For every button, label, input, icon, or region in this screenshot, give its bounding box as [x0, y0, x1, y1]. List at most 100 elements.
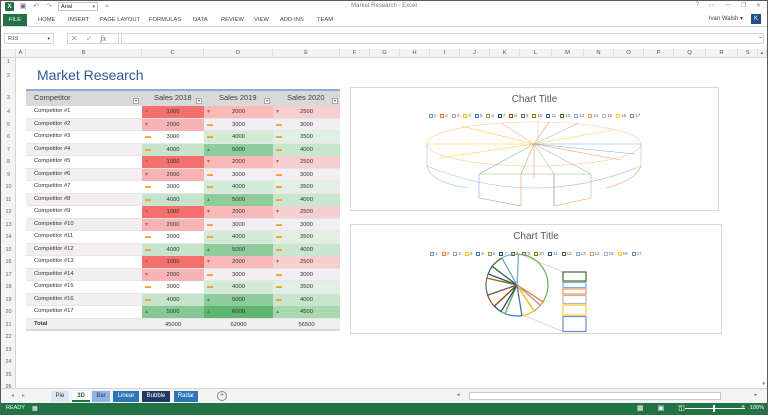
total-value[interactable]: 45000	[164, 321, 182, 328]
competitor-name[interactable]: Competitor #9	[34, 208, 71, 214]
sales-cell[interactable]: ▾ 2000	[204, 106, 273, 118]
filter-dropdown-icon[interactable]: ▾	[196, 98, 202, 104]
row-header[interactable]: 2	[6, 73, 11, 79]
legend-entry[interactable]: 12	[561, 251, 572, 256]
total-value[interactable]: 56500	[298, 321, 315, 328]
chart-title[interactable]: Chart Title	[513, 231, 559, 242]
legend-entry[interactable]: 11	[547, 251, 558, 256]
row-header[interactable]: 3	[6, 95, 11, 101]
sales-cell[interactable]: ▬ 3500	[273, 231, 340, 243]
normal-view-icon[interactable]: ▦	[637, 405, 644, 412]
row-header[interactable]: 7	[6, 146, 11, 153]
minimize-button[interactable]: —	[724, 2, 731, 8]
legend-entry[interactable]: 16	[617, 251, 628, 256]
filter-dropdown-icon[interactable]: ▾	[133, 98, 139, 104]
legend-entry[interactable]: 12	[560, 113, 570, 118]
sales-cell[interactable]: ▾ 2500	[273, 256, 340, 268]
legend-entry[interactable]: 2	[441, 251, 449, 256]
tab-data[interactable]: DATA	[193, 17, 208, 23]
competitor-name[interactable]: Competitor #15	[34, 283, 74, 289]
sales-cell[interactable]: ▬ 4000	[204, 231, 273, 243]
add-sheet-button[interactable]: +	[217, 391, 227, 401]
tab-review[interactable]: REVIEW	[221, 17, 244, 23]
row-header[interactable]: 21	[5, 321, 12, 328]
competitor-name[interactable]: Competitor #12	[34, 245, 74, 252]
sales-cell[interactable]: ▴ 5000	[142, 306, 204, 318]
row-header[interactable]: 26	[5, 384, 12, 390]
expand-formula-bar-icon[interactable]: ⌄	[757, 34, 763, 40]
pie-slice-other[interactable]	[516, 253, 549, 303]
sales-cell[interactable]: ▴ 5000	[204, 293, 273, 306]
sales-cell[interactable]: ▾ 1000	[142, 256, 204, 268]
sales-cell[interactable]: ▬ 4000	[142, 293, 204, 306]
sales-cell[interactable]: ▬ 3000	[273, 269, 340, 281]
ribbon-display-button[interactable]: ▭	[708, 3, 715, 9]
legend-entry[interactable]: 11	[546, 113, 556, 118]
chart-title[interactable]: Chart Title	[511, 94, 558, 105]
legend-entry[interactable]: 17	[631, 251, 642, 256]
row-header[interactable]: 16	[5, 259, 12, 265]
column-header-b[interactable]: B	[26, 49, 142, 58]
tab-add-ins[interactable]: ADD-INS	[280, 17, 304, 23]
sheet-tab-3d[interactable]: 3D	[72, 391, 90, 402]
sales-cell[interactable]: ▾ 2000	[142, 168, 204, 181]
font-name-box[interactable]: Arial ▾	[58, 2, 98, 11]
user-account[interactable]: Ivan Walsh ▾	[709, 15, 743, 22]
sales-cell[interactable]: ▴ 5000	[204, 143, 273, 156]
sales-cell[interactable]: ▾ 1000	[142, 106, 204, 118]
legend-entry[interactable]: 2	[440, 113, 448, 118]
sales-cell[interactable]: ▬ 3000	[204, 119, 273, 131]
row-header[interactable]: 8	[6, 159, 11, 165]
page-layout-view-icon[interactable]: ▣	[657, 405, 665, 412]
sales-cell[interactable]: ▾ 2500	[273, 106, 340, 118]
scroll-up-icon[interactable]: ▴	[758, 49, 767, 58]
stacked-bar-segment[interactable]	[562, 288, 587, 295]
row-header[interactable]: 23	[5, 346, 12, 353]
sales-cell[interactable]: ▬ 3000	[142, 231, 204, 243]
competitor-name[interactable]: Competitor #2	[34, 120, 71, 127]
row-header[interactable]: 19	[5, 296, 12, 303]
sales-cell[interactable]: ▾ 2000	[142, 268, 204, 281]
scroll-down-icon[interactable]: ▾	[762, 381, 765, 387]
row-header[interactable]: 14	[5, 234, 12, 240]
column-header-k[interactable]: K	[490, 49, 520, 58]
row-header[interactable]: 17	[5, 271, 12, 278]
competitor-name[interactable]: Competitor #5	[34, 158, 71, 164]
column-header-j[interactable]: J	[460, 49, 490, 58]
sales-cell[interactable]: ▬ 4000	[204, 181, 273, 193]
sales-cell[interactable]: ▾ 2000	[204, 206, 273, 218]
competitor-name[interactable]: Competitor #4	[34, 145, 71, 152]
legend-entry[interactable]: 5	[476, 251, 484, 256]
competitor-name[interactable]: Competitor #13	[34, 258, 74, 264]
sales-cell[interactable]: ▬ 4000	[142, 193, 204, 206]
legend-entry[interactable]: 13	[575, 251, 586, 256]
competitor-name[interactable]: Competitor #6	[34, 170, 71, 177]
legend-entry[interactable]: 5	[474, 113, 482, 118]
next-sheet-icon[interactable]: ▸	[22, 393, 26, 399]
tab-insert[interactable]: INSERT	[68, 17, 90, 23]
row-header[interactable]: 4	[6, 109, 11, 115]
select-all-corner[interactable]	[1, 49, 16, 58]
sales-cell[interactable]: ▬ 4000	[273, 293, 340, 306]
tab-home[interactable]: HOME	[38, 17, 56, 23]
stacked-bar-segment[interactable]	[562, 294, 587, 305]
sales-cell[interactable]: ▬ 4000	[142, 243, 204, 256]
column-header-i[interactable]: I	[430, 49, 460, 58]
column-header-g[interactable]: G	[370, 49, 400, 58]
sales-cell[interactable]: ▴ 5000	[204, 193, 273, 206]
legend-entry[interactable]: 9	[520, 113, 528, 118]
sales-cell[interactable]: ▬ 3000	[273, 119, 340, 131]
row-header[interactable]: 11	[5, 196, 12, 203]
horizontal-scrollbar[interactable]	[469, 392, 721, 400]
redo-icon[interactable]: ↷	[46, 2, 52, 10]
legend-entry[interactable]: 1	[430, 251, 438, 256]
zoom-in-button[interactable]: +	[741, 404, 746, 411]
save-icon[interactable]: ▣	[19, 2, 27, 10]
legend-entry[interactable]: 1	[428, 113, 436, 118]
insert-function-icon[interactable]: fx	[100, 34, 107, 43]
tab-view[interactable]: VIEW	[254, 17, 269, 23]
sales-cell[interactable]: ▬ 4000	[273, 193, 340, 206]
scroll-right-icon[interactable]: ▸	[754, 392, 757, 398]
sales-cell[interactable]: ▬ 3000	[273, 169, 340, 181]
competitor-name[interactable]: Competitor #1	[34, 108, 71, 114]
